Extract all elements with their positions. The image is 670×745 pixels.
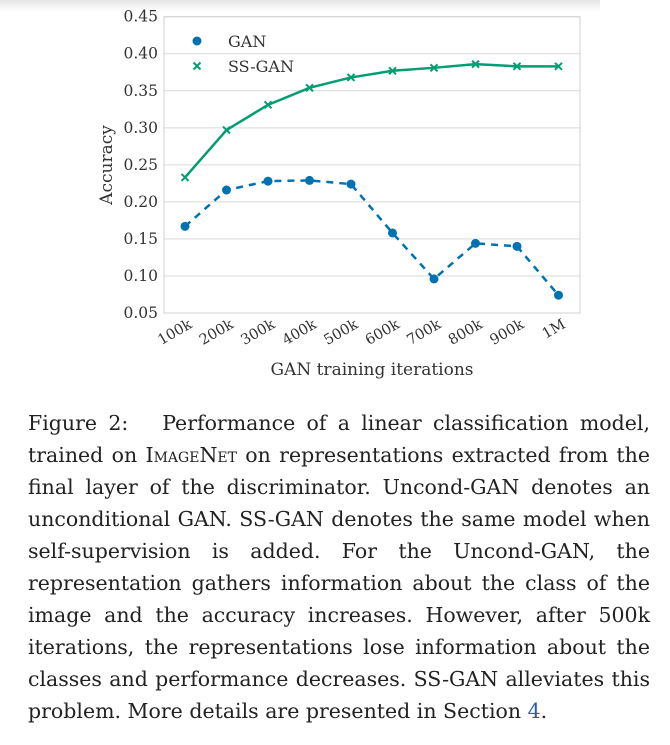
caption-dataset: ImageNet xyxy=(145,443,237,467)
data-point-ss-gan xyxy=(346,73,356,82)
y-axis-label: Accuracy xyxy=(97,125,117,206)
y-tick-label: 0.30 xyxy=(123,119,158,137)
legend-label: GAN xyxy=(228,32,266,51)
legend-marker-gan xyxy=(192,36,202,46)
data-point-gan xyxy=(429,274,439,284)
section-link[interactable]: 4 xyxy=(527,699,541,723)
data-point-gan xyxy=(305,175,314,185)
y-tick-label: 0.15 xyxy=(123,230,158,248)
y-tick-label: 0.45 xyxy=(123,8,158,26)
data-point-ss-gan xyxy=(263,100,273,110)
x-tick-label: 200k xyxy=(197,317,237,349)
data-point-gan xyxy=(346,179,356,189)
data-point-ss-gan xyxy=(180,173,190,182)
data-point-gan xyxy=(180,221,190,231)
x-tick-label: 500k xyxy=(321,317,361,349)
x-tick-label: 700k xyxy=(404,317,444,349)
data-point-gan xyxy=(388,228,397,238)
data-point-ss-gan xyxy=(388,66,397,75)
data-point-gan xyxy=(263,176,273,186)
caption-text-1: Performance of a linear classification m… xyxy=(28,411,650,467)
x-tick-label: 400k xyxy=(280,317,320,349)
x-axis-label: GAN training iterations xyxy=(270,360,473,380)
data-point-gan xyxy=(554,290,563,300)
legend-marker-ss-gan xyxy=(192,61,202,71)
figure-caption: Figure 2: Performance of a linear classi… xyxy=(28,407,650,727)
data-point-gan xyxy=(512,241,522,251)
caption-text-2: on representations extracted from the fi… xyxy=(28,443,650,723)
data-point-ss-gan xyxy=(554,62,563,71)
y-tick-label: 0.40 xyxy=(123,45,158,63)
y-tick-label: 0.05 xyxy=(123,304,158,322)
data-point-ss-gan xyxy=(429,63,439,73)
y-tick-label: 0.10 xyxy=(123,267,158,285)
y-tick-label: 0.20 xyxy=(123,193,158,211)
x-tick-label: 600k xyxy=(363,317,403,349)
data-point-ss-gan xyxy=(305,83,314,93)
caption-end: . xyxy=(540,699,548,723)
legend-label: SS-GAN xyxy=(228,57,294,76)
x-tick-label: 900k xyxy=(487,317,527,349)
x-tick-label: 100k xyxy=(155,317,195,349)
x-tick-label: 800k xyxy=(446,317,486,349)
caption-label: Figure 2: xyxy=(28,411,129,435)
data-point-ss-gan xyxy=(222,125,231,135)
y-tick-label: 0.35 xyxy=(123,82,158,100)
plot-frame xyxy=(163,16,581,314)
series-line-ss-gan xyxy=(184,62,559,179)
series-line-gan xyxy=(184,179,560,297)
x-tick-label: 1M xyxy=(540,317,569,343)
x-tick-label: 300k xyxy=(238,317,278,349)
data-point-gan xyxy=(471,238,480,248)
accuracy-chart: 0.05 0.10 0.15 0.20 0.25 0.30 0.35 0.40 0.45 100k… xyxy=(97,8,581,380)
data-point-ss-gan xyxy=(512,62,522,71)
top-shadow xyxy=(0,0,600,12)
data-point-ss-gan xyxy=(471,59,480,69)
y-tick-label: 0.25 xyxy=(123,156,158,174)
data-point-gan xyxy=(222,185,231,195)
